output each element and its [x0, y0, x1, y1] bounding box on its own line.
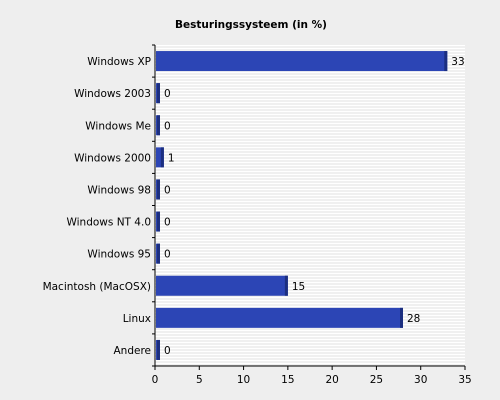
- category-label: Windows 2000: [74, 152, 151, 164]
- value-label: 0: [164, 345, 171, 357]
- bar: [156, 51, 448, 72]
- chart-title: Besturingssysteem (in %): [175, 19, 327, 31]
- x-tick-label: 15: [281, 374, 294, 386]
- bar: [156, 307, 403, 328]
- bar-edge: [157, 179, 160, 200]
- value-label: 33: [451, 56, 464, 68]
- value-label: 0: [164, 249, 171, 261]
- category-label: Linux: [123, 313, 151, 325]
- bar-edge: [157, 339, 160, 360]
- bar: [156, 275, 288, 296]
- x-tick-label: 20: [325, 374, 338, 386]
- category-label: Windows XP: [87, 56, 151, 68]
- category-label: Macintosh (MacOSX): [43, 281, 151, 293]
- bar-edge: [160, 147, 164, 168]
- x-tick-label: 5: [196, 374, 203, 386]
- category-label: Windows NT 4.0: [66, 217, 151, 229]
- x-tick-label: 10: [237, 374, 250, 386]
- bar-edge: [157, 83, 160, 104]
- value-label: 28: [407, 313, 420, 325]
- category-label: Windows 98: [87, 184, 151, 196]
- bar-edge: [157, 243, 160, 264]
- bar-edge: [157, 115, 160, 136]
- labels: Windows XP 33 Windows 2003 0 Windows Me 0 Wind…: [43, 56, 472, 386]
- bar: [156, 147, 164, 168]
- category-label: Windows Me: [85, 120, 151, 132]
- bar-edge: [284, 275, 288, 296]
- axes: [152, 44, 466, 370]
- x-tick-label: 0: [152, 374, 159, 386]
- x-tick-label: 25: [370, 374, 383, 386]
- bar-edge: [400, 307, 403, 328]
- bars: [156, 51, 448, 360]
- category-label: Windows 95: [87, 249, 151, 261]
- value-label: 0: [164, 184, 171, 196]
- category-label: Windows 2003: [74, 88, 151, 100]
- bar-edge: [444, 51, 448, 72]
- x-tick-label: 35: [458, 374, 471, 386]
- value-label: 15: [292, 281, 305, 293]
- value-label: 1: [168, 152, 175, 164]
- value-label: 0: [164, 88, 171, 100]
- bar-edge: [157, 211, 160, 232]
- category-label: Andere: [113, 345, 151, 357]
- x-tick-label: 30: [414, 374, 427, 386]
- value-label: 0: [164, 217, 171, 229]
- value-label: 0: [164, 120, 171, 132]
